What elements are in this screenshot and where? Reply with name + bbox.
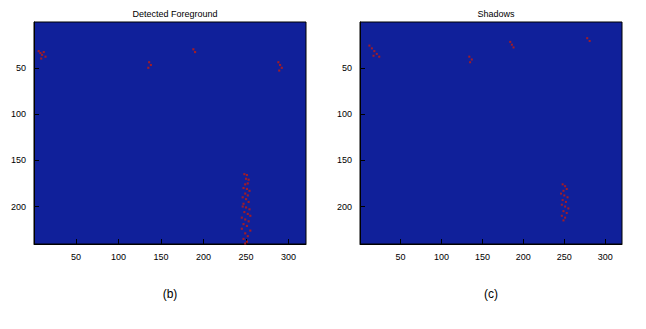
svg-text:200: 200 (337, 202, 352, 212)
svg-text:250: 250 (239, 252, 254, 262)
svg-text:50: 50 (342, 63, 352, 73)
svg-text:150: 150 (154, 252, 169, 262)
svg-text:(c): (c) (484, 287, 498, 301)
svg-text:Shadows: Shadows (477, 9, 515, 19)
svg-text:200: 200 (516, 252, 531, 262)
svg-text:100: 100 (434, 252, 449, 262)
svg-text:300: 300 (598, 252, 613, 262)
svg-text:50: 50 (71, 252, 81, 262)
svg-text:250: 250 (557, 252, 572, 262)
svg-text:100: 100 (111, 252, 126, 262)
svg-text:(b): (b) (163, 287, 178, 301)
svg-text:50: 50 (16, 63, 26, 73)
svg-text:200: 200 (11, 202, 26, 212)
svg-text:50: 50 (396, 252, 406, 262)
svg-text:100: 100 (337, 109, 352, 119)
svg-text:150: 150 (337, 155, 352, 165)
svg-text:200: 200 (196, 252, 211, 262)
svg-text:Detected Foreground: Detected Foreground (132, 9, 217, 19)
svg-text:150: 150 (475, 252, 490, 262)
svg-text:150: 150 (11, 155, 26, 165)
svg-text:300: 300 (281, 252, 296, 262)
svg-text:100: 100 (11, 109, 26, 119)
